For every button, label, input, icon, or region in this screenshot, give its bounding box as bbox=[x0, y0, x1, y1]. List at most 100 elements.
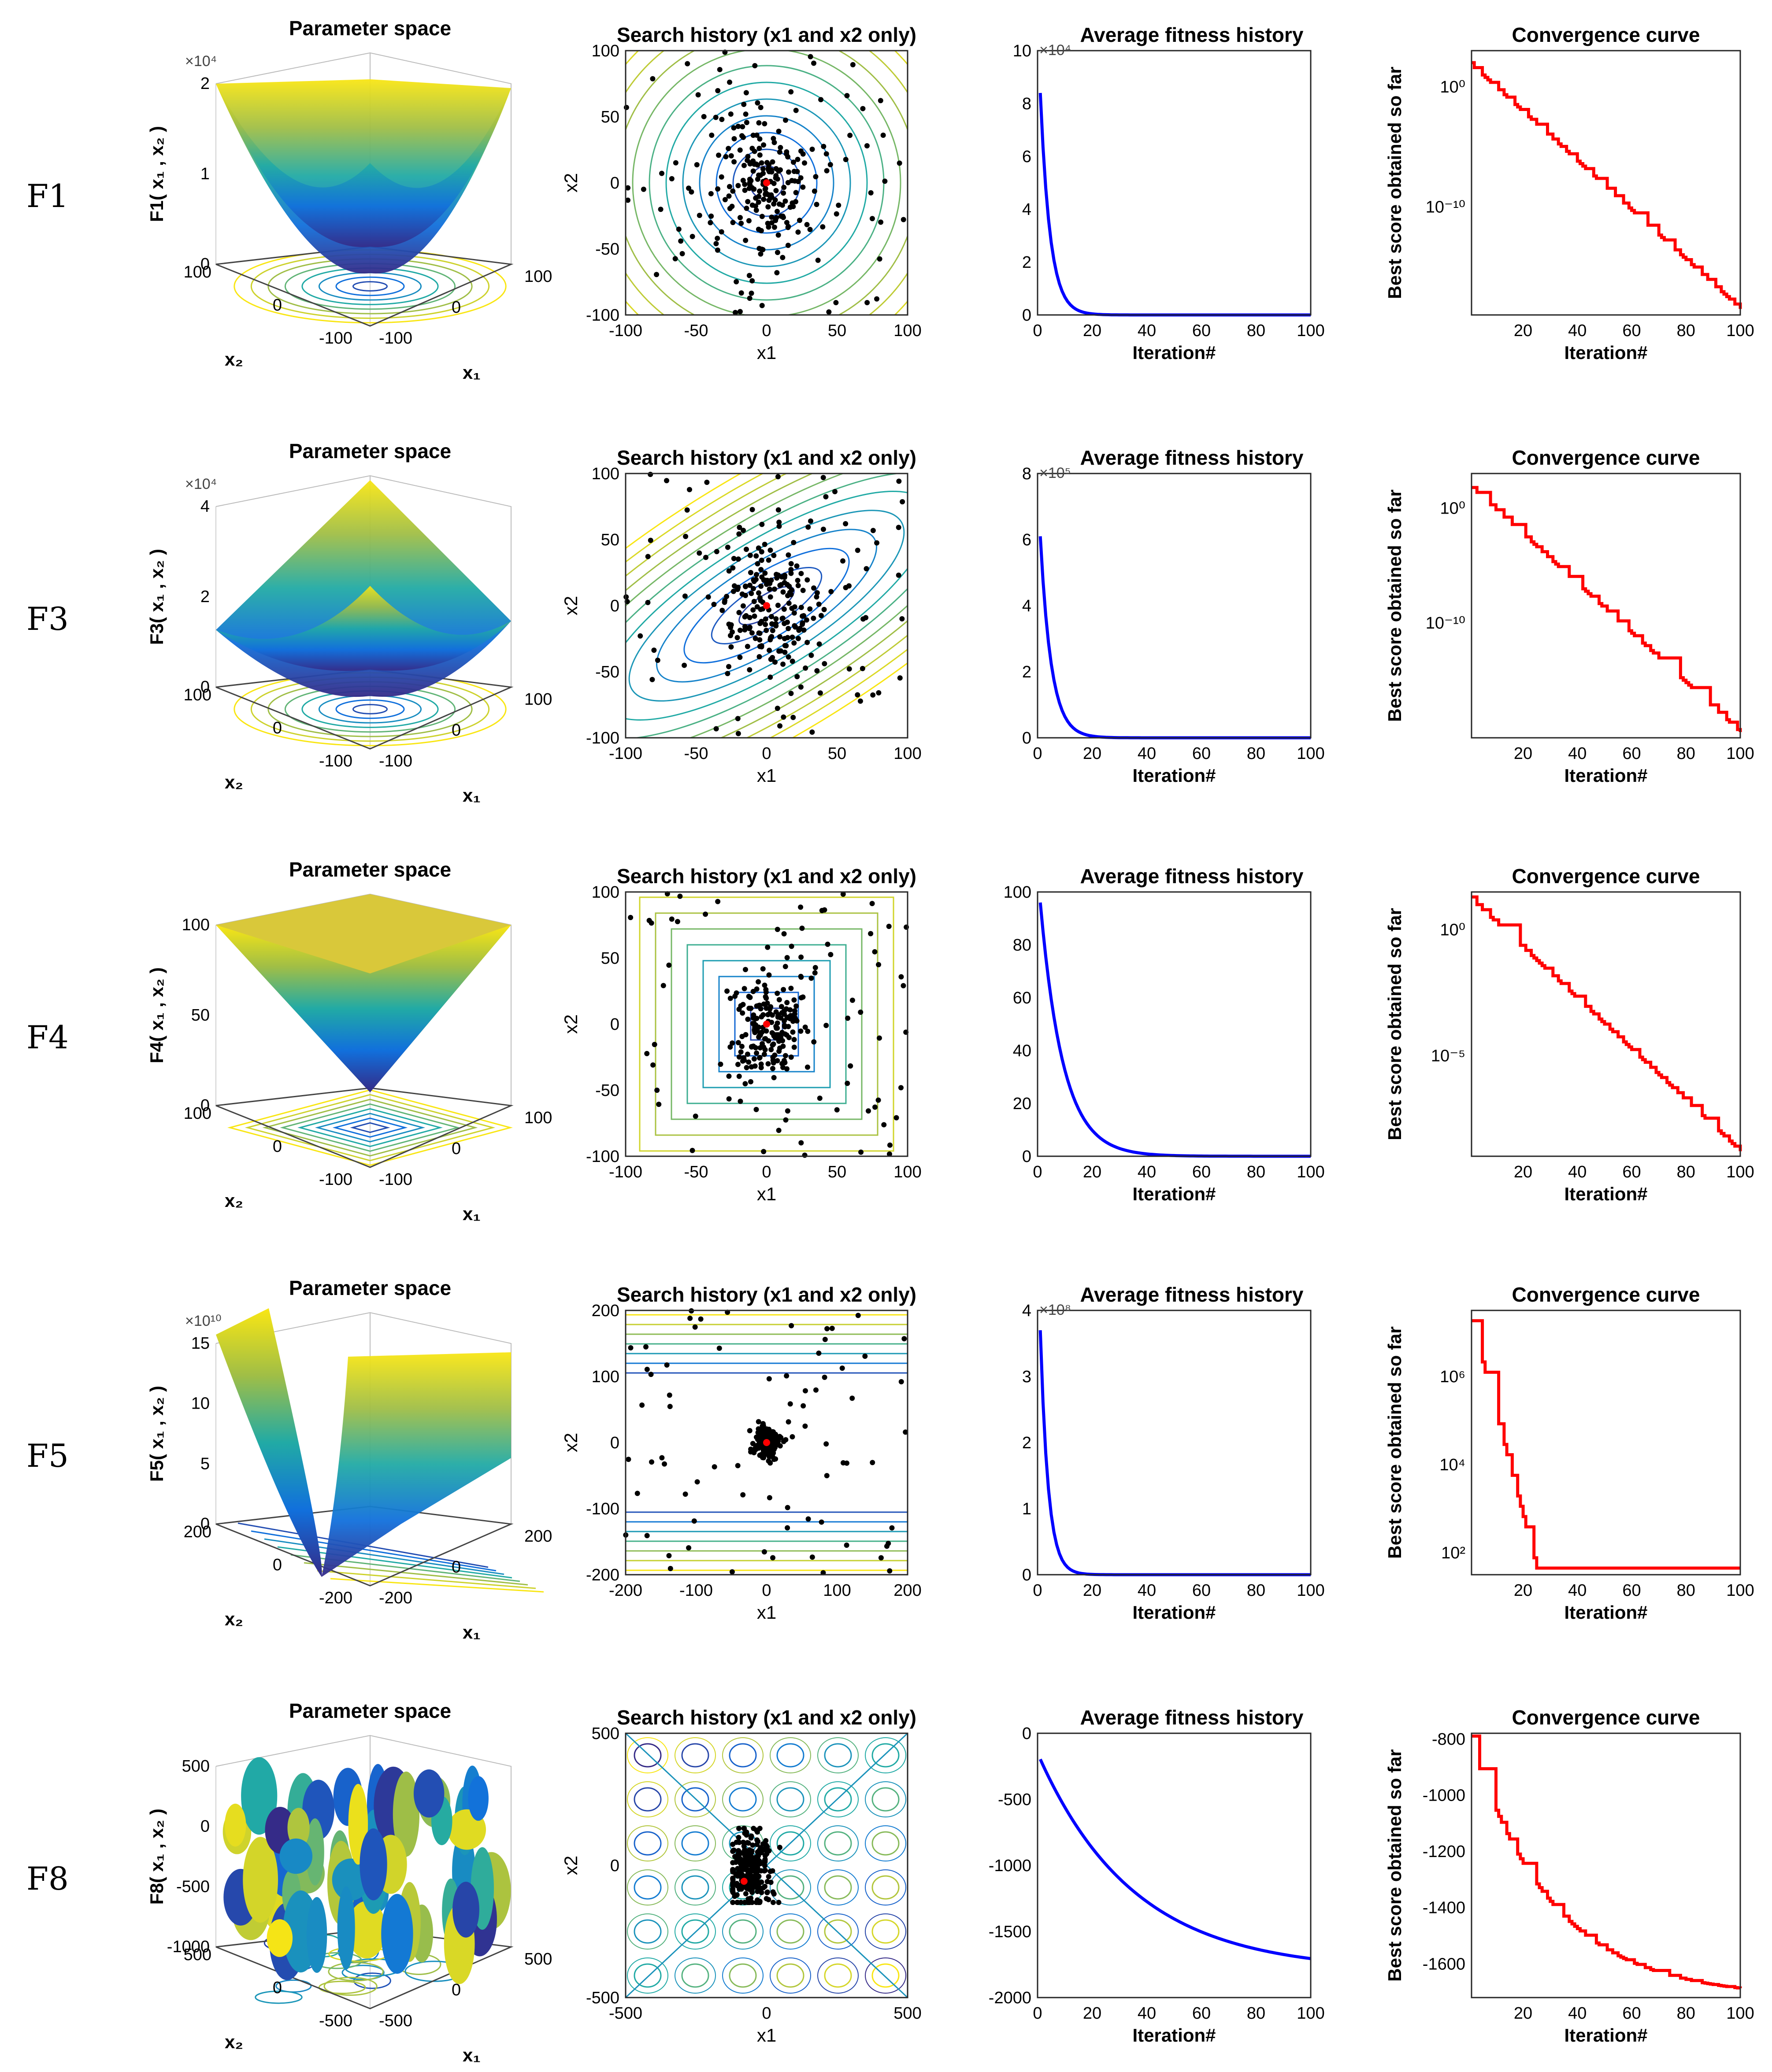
search-point bbox=[735, 1900, 741, 1905]
search-point bbox=[758, 251, 764, 257]
contour-line bbox=[627, 1737, 668, 1773]
search-point bbox=[748, 1449, 754, 1455]
search-point bbox=[797, 218, 802, 223]
search-point bbox=[870, 692, 876, 698]
search-point bbox=[737, 309, 743, 314]
row-f3: F3 Parameter space 0 2 4 ×10⁴ F3( x₁ , x₂ ) 100… bbox=[26, 440, 1754, 806]
search-point bbox=[791, 610, 797, 616]
z-exponent: ×10⁴ bbox=[185, 53, 217, 70]
x-tick-label: 0 bbox=[452, 1981, 461, 1999]
x2-axis-label: x₂ bbox=[225, 349, 243, 370]
surface-right bbox=[322, 1352, 511, 1577]
search-axes-frame bbox=[625, 1310, 908, 1576]
contour-line bbox=[715, 132, 818, 234]
search-point bbox=[737, 215, 743, 220]
search-point bbox=[783, 117, 789, 123]
search-point bbox=[901, 1336, 907, 1342]
y-tick-label: 2 bbox=[1022, 1434, 1031, 1452]
x-axis-label: x1 bbox=[757, 1602, 776, 1623]
search-point bbox=[738, 1857, 744, 1862]
search-point bbox=[741, 528, 746, 533]
search-point bbox=[731, 555, 737, 561]
x-tick-label: 100 bbox=[524, 1109, 552, 1127]
search-point bbox=[763, 622, 768, 627]
search-point bbox=[738, 290, 744, 296]
search-point bbox=[804, 617, 809, 623]
search-point bbox=[845, 1015, 851, 1021]
search-point bbox=[769, 1012, 775, 1018]
contour-line bbox=[634, 1963, 662, 1988]
y-tick-label: 10⁰ bbox=[1440, 921, 1465, 940]
search-point bbox=[751, 579, 757, 585]
floor-contour bbox=[335, 699, 405, 719]
search-point bbox=[777, 1045, 782, 1051]
y-tick-label: -100 bbox=[586, 1147, 619, 1166]
search-point bbox=[829, 1325, 835, 1331]
search-point bbox=[775, 991, 780, 996]
y-tick-label: 1 bbox=[1022, 1500, 1031, 1518]
search-point bbox=[899, 616, 905, 622]
search-point bbox=[786, 654, 791, 660]
search-point bbox=[843, 521, 849, 527]
search-point bbox=[802, 160, 808, 166]
search-point bbox=[749, 1833, 754, 1839]
search-point bbox=[896, 572, 901, 578]
search-point bbox=[654, 272, 660, 278]
x-tick-label: 200 bbox=[524, 1527, 552, 1546]
search-point bbox=[758, 1061, 764, 1067]
search-point bbox=[679, 251, 685, 256]
search-point bbox=[759, 1890, 764, 1895]
search-point bbox=[802, 1152, 808, 1158]
y-axis-label: Best score obtained so far bbox=[1384, 67, 1405, 299]
search-point bbox=[822, 661, 827, 666]
contour-line bbox=[626, 491, 908, 721]
search-point bbox=[817, 690, 823, 696]
search-point bbox=[759, 522, 765, 527]
convergence-panel: Convergence curve 20 40 60 80 100 10⁰ 10⁻¹⁰ Iter… bbox=[1384, 23, 1754, 363]
search-point bbox=[691, 1518, 697, 1524]
search-point bbox=[770, 1042, 775, 1048]
floor-contour bbox=[330, 1578, 544, 1593]
search-point bbox=[628, 1345, 634, 1350]
search-point bbox=[786, 552, 791, 558]
surface-bump bbox=[468, 1776, 489, 1821]
search-point bbox=[777, 149, 782, 155]
convergence-line bbox=[1472, 1319, 1740, 1570]
search-point bbox=[750, 133, 756, 138]
y-tick-label: 10² bbox=[1441, 1544, 1465, 1562]
surface-bump bbox=[413, 1769, 445, 1818]
search-point bbox=[794, 1018, 800, 1024]
search-point bbox=[780, 1038, 786, 1043]
search-point bbox=[656, 1102, 662, 1107]
search-point bbox=[793, 107, 799, 113]
search-point bbox=[673, 160, 678, 166]
search-point bbox=[790, 1434, 795, 1439]
search-point bbox=[760, 1428, 766, 1433]
search-point bbox=[734, 279, 739, 285]
panel-title: Parameter space bbox=[289, 1276, 451, 1299]
contour-line bbox=[865, 1869, 906, 1906]
search-point bbox=[715, 186, 721, 192]
search-point bbox=[767, 1460, 773, 1466]
x-tick-label: 50 bbox=[828, 1163, 846, 1181]
conv-axes-frame bbox=[1471, 891, 1741, 1157]
search-point bbox=[778, 145, 783, 151]
contour-line bbox=[632, 51, 901, 315]
contour-group bbox=[626, 1314, 908, 1571]
search-point bbox=[783, 1117, 789, 1123]
y-tick-label: -100 bbox=[586, 306, 619, 325]
search-point bbox=[756, 145, 762, 151]
convergence-line bbox=[1472, 1734, 1742, 1990]
search-point bbox=[767, 1006, 773, 1012]
y-tick-label: 10⁻¹⁰ bbox=[1426, 614, 1465, 633]
search-point bbox=[709, 133, 715, 138]
search-point bbox=[742, 592, 748, 598]
search-point bbox=[889, 1525, 895, 1531]
search-point bbox=[759, 1434, 765, 1440]
y-tick-label: -50 bbox=[595, 240, 619, 259]
contour-line bbox=[817, 1737, 859, 1773]
search-point bbox=[757, 637, 763, 643]
axis-box-back bbox=[215, 1735, 512, 1947]
contour-line bbox=[817, 1957, 859, 1994]
